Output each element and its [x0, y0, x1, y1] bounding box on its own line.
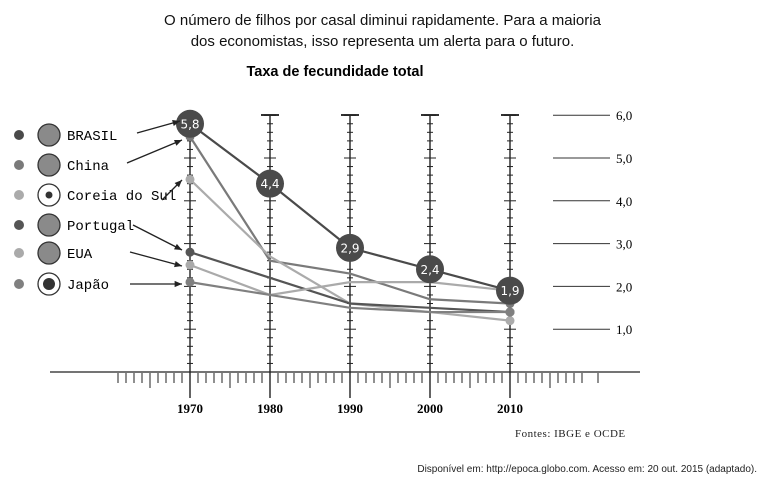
legend-marker [14, 279, 24, 289]
legend-arrow [129, 251, 183, 267]
arrowhead-icon [174, 261, 182, 268]
y-tick-label: 1,0 [616, 322, 632, 337]
legend-marker [14, 160, 24, 170]
legend-label: Portugal [67, 219, 134, 235]
brasil-data-point [336, 233, 364, 262]
x-tick-label: 2000 [417, 401, 443, 416]
y-tick-label: 4,0 [616, 194, 632, 209]
y-tick-label: 2,0 [616, 279, 632, 294]
legend-label: Japão [67, 278, 109, 294]
data-label: 5,8 [180, 117, 199, 131]
arrowhead-icon [174, 280, 182, 288]
flag-emblem-icon [43, 278, 55, 290]
data-point [185, 174, 195, 184]
y-tick-label: 6,0 [616, 108, 632, 123]
legend-arrow [126, 139, 183, 164]
legend-label: BRASIL [67, 129, 117, 145]
brasil-data-point [496, 276, 524, 305]
legend-marker [14, 190, 24, 200]
data-point [505, 307, 515, 317]
chart-title: Taxa de fecundidade total [246, 64, 424, 80]
data-point [185, 277, 195, 287]
headline-line-2: dos economistas, isso representa um aler… [190, 33, 575, 50]
data-point [505, 316, 515, 326]
x-tick-label: 1970 [177, 401, 203, 416]
brasil-data-point [256, 169, 284, 198]
legend-marker [14, 130, 24, 140]
flag-china-icon [37, 153, 61, 177]
data-point [185, 260, 195, 270]
series-line-1 [189, 136, 511, 305]
arrowhead-icon [174, 243, 182, 250]
y-tick-label: 5,0 [616, 151, 632, 166]
arrowhead-icon [174, 180, 182, 188]
data-point [185, 247, 195, 257]
flag-eua-icon [37, 241, 61, 265]
legend-arrow [132, 224, 183, 251]
legend-marker [14, 220, 24, 230]
arrowhead-icon [172, 119, 180, 126]
x-tick-label: 2010 [497, 401, 523, 416]
brasil-data-point [416, 255, 444, 284]
y-tick-label: 3,0 [616, 237, 632, 252]
legend-marker [14, 248, 24, 258]
series-line-4 [189, 263, 511, 297]
series-line-3 [189, 251, 511, 314]
legend-arrow [136, 120, 181, 134]
flag-brasil-icon [37, 123, 61, 147]
brasil-data-point [176, 109, 204, 138]
legend-label: Coreia do Sul [67, 189, 176, 205]
data-label: 1,9 [500, 284, 519, 298]
headline-line-1: O número de filhos por casal diminui rap… [164, 12, 601, 29]
flag-portugal-icon [37, 213, 61, 237]
x-tick-label: 1990 [337, 401, 363, 416]
source-note: Fontes: IBGE e OCDE [515, 428, 626, 440]
data-label: 4,4 [260, 177, 279, 191]
data-label: 2,9 [340, 241, 359, 255]
series-line-5 [189, 281, 510, 314]
legend-label: EUA [67, 247, 93, 263]
flag-emblem-icon [45, 191, 53, 199]
x-tick-label: 1980 [257, 401, 283, 416]
arrowhead-icon [174, 139, 182, 146]
data-label: 2,4 [420, 263, 439, 277]
legend-label: China [67, 159, 109, 175]
citation: Disponível em: http://epoca.globo.com. A… [417, 464, 757, 475]
